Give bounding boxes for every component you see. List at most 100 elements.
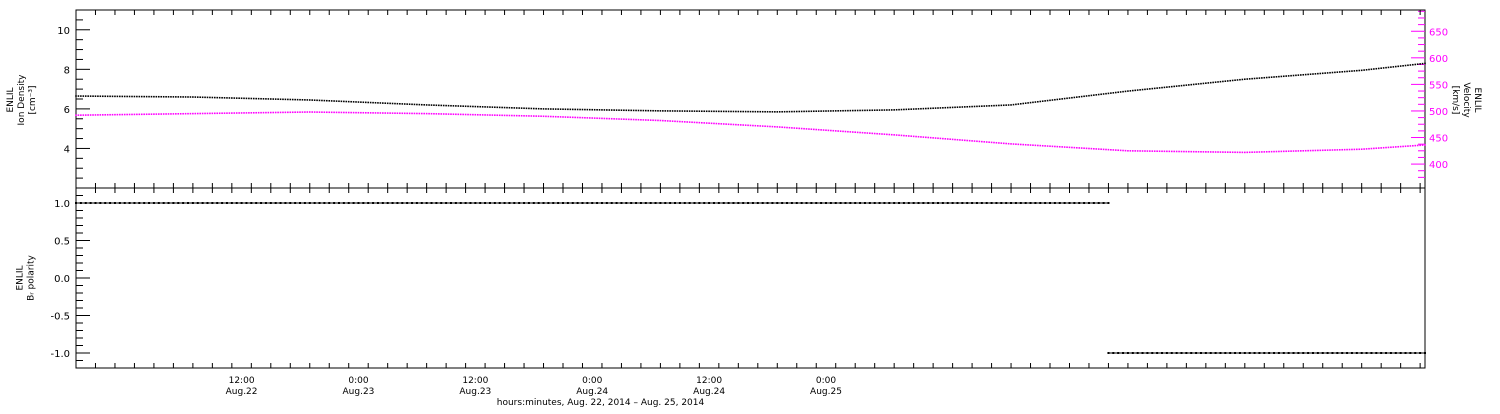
polarity-point (342, 202, 345, 204)
ion-density-point (1166, 86, 1168, 88)
velocity-point (1061, 146, 1063, 148)
ion-density-point (720, 110, 723, 113)
ion-density-point (998, 104, 1000, 107)
polarity-point (1297, 352, 1300, 354)
velocity-point (528, 115, 530, 117)
velocity-point (1326, 149, 1329, 151)
polarity-point (1350, 352, 1353, 354)
polarity-point (318, 202, 321, 204)
velocity-point (625, 118, 628, 121)
velocity-point (873, 132, 876, 135)
ion-density-point (252, 97, 255, 100)
ion-density-point (221, 96, 223, 99)
ion-density-point (559, 108, 562, 110)
ion-density-point (1412, 63, 1414, 66)
ion-density-point (1129, 90, 1132, 92)
ion-density-point (1295, 74, 1297, 77)
ion-density-point (389, 102, 391, 105)
velocity-point (274, 111, 277, 114)
velocity-point (1024, 143, 1027, 146)
ion-density-point (472, 105, 474, 108)
polarity-point (216, 202, 219, 204)
velocity-point (540, 115, 542, 118)
velocity-point (1168, 150, 1171, 153)
velocity-point (1175, 150, 1178, 153)
ion-density-point (632, 109, 635, 112)
ion-density-point (679, 110, 681, 112)
ion-density-point (603, 109, 606, 111)
velocity-point (326, 111, 328, 114)
polarity-point (1224, 352, 1227, 354)
velocity-point (757, 125, 759, 127)
polarity-point (610, 202, 613, 204)
ion-density-point (1114, 91, 1117, 94)
velocity-point (795, 127, 798, 130)
velocity-point (1146, 150, 1149, 152)
ion-density-point (189, 96, 192, 98)
polarity-point (712, 202, 715, 204)
velocity-point (1088, 147, 1090, 150)
ion-density-point (167, 96, 170, 98)
ion-density-point (900, 108, 903, 111)
polarity-point (1151, 352, 1154, 354)
velocity-point (1404, 145, 1407, 148)
polarity-point (693, 202, 696, 204)
velocity-point (1188, 150, 1190, 153)
ion-density-point (851, 109, 854, 112)
ion-density-point (769, 110, 771, 113)
velocity-point (474, 113, 477, 116)
ion-density-point (596, 108, 598, 111)
velocity-point (165, 113, 167, 115)
bottom-panel-frame (75, 187, 1426, 369)
velocity-point (1209, 151, 1212, 153)
ion-density-point (228, 97, 231, 99)
velocity-point (496, 114, 499, 117)
ion-density-point (820, 110, 822, 112)
polarity-point (1219, 352, 1222, 354)
velocity-point (1197, 150, 1200, 153)
velocity-point (864, 132, 866, 134)
x-tick-label-date: Aug.23 (343, 387, 375, 397)
ion-density-point (800, 110, 803, 113)
velocity-point (374, 112, 377, 114)
velocity-point (440, 113, 443, 115)
velocity-point (808, 128, 810, 130)
velocity-point (761, 125, 764, 127)
velocity-point (978, 140, 981, 143)
polarity-point (669, 202, 672, 204)
velocity-point (406, 112, 408, 115)
polarity-point (922, 202, 925, 204)
ion-density-point (608, 109, 611, 111)
velocity-point (106, 113, 109, 116)
ion-density-point (345, 100, 348, 103)
ion-density-point (277, 98, 279, 100)
ion-density-point (408, 103, 411, 106)
ion-density-point (1105, 92, 1107, 95)
velocity-point (917, 135, 920, 138)
polarity-point (844, 202, 847, 204)
right-y-tick-label: 500 (1429, 107, 1448, 118)
velocity-point (1054, 145, 1056, 148)
ion-density-point (1239, 78, 1241, 81)
velocity-point (321, 111, 323, 113)
ion-density-point (479, 105, 482, 108)
velocity-point (438, 113, 440, 115)
velocity-point (235, 112, 238, 114)
ion-density-point (876, 109, 878, 111)
ion-density-point (1248, 78, 1251, 80)
polarity-point (1424, 352, 1426, 354)
velocity-point (391, 112, 394, 114)
ion-density-point (391, 102, 394, 105)
ion-density-point (1346, 70, 1348, 73)
velocity-point (420, 112, 423, 115)
velocity-point (822, 129, 825, 131)
velocity-point (890, 133, 893, 136)
velocity-point (601, 117, 603, 120)
velocity-point (287, 111, 289, 114)
ion-density-point (939, 107, 942, 109)
polarity-point (1331, 352, 1334, 354)
velocity-point (652, 119, 654, 122)
polarity-point (571, 202, 574, 204)
velocity-point (1180, 150, 1183, 153)
